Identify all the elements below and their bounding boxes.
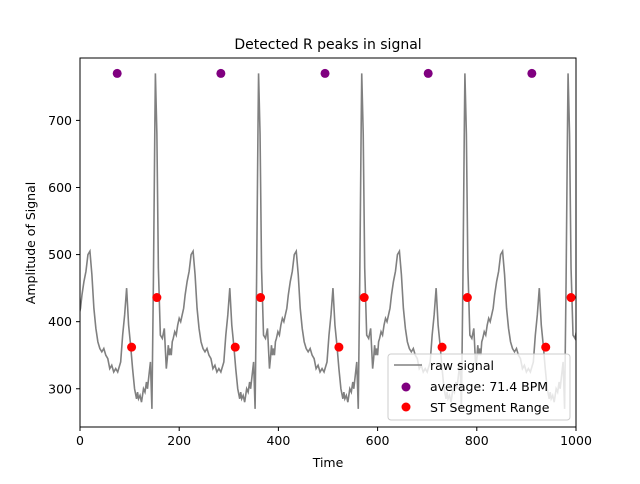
- x-tick-label: 600: [366, 433, 390, 448]
- st-segment-point: [334, 342, 344, 352]
- st-segment-point: [541, 342, 551, 352]
- axes: 0 200 400 600 800 1000 300 400 500 600 700: [48, 57, 592, 448]
- legend-st-segment-label: ST Segment Range: [430, 400, 550, 415]
- r-peak-point: [320, 68, 330, 78]
- legend-bpm-label: average: 71.4 BPM: [430, 379, 548, 394]
- x-tick-label: 400: [266, 433, 290, 448]
- r-peak-point: [216, 68, 226, 78]
- x-tick-label: 800: [465, 433, 489, 448]
- legend-box: [387, 353, 571, 421]
- x-axis-label: Time: [312, 455, 344, 470]
- y-tick-label: 700: [48, 113, 72, 128]
- y-tick-label: 600: [48, 180, 72, 195]
- y-axis-label: Amplitude of Signal: [23, 182, 38, 304]
- legend-bpm-swatch: [401, 382, 411, 392]
- st-segment-point: [127, 342, 137, 352]
- x-tick-label: 200: [167, 433, 191, 448]
- r-peak-point: [527, 68, 537, 78]
- st-segment-point: [230, 342, 240, 352]
- st-segment-point: [256, 293, 266, 303]
- legend-raw-signal-label: raw signal: [430, 358, 494, 373]
- st-segment-point: [462, 293, 472, 303]
- r-peak-point: [423, 68, 433, 78]
- st-segment-point: [152, 293, 162, 303]
- legend: raw signal average: 71.4 BPM ST Segment …: [387, 353, 571, 421]
- x-tick-label: 0: [76, 433, 84, 448]
- legend-st-segment-swatch: [401, 402, 411, 412]
- x-tick-label: 1000: [560, 433, 592, 448]
- plot-frame: [79, 57, 577, 428]
- y-tick-label: 500: [48, 247, 72, 262]
- st-segment-point: [566, 293, 576, 303]
- chart-title: Detected R peaks in signal: [234, 37, 421, 53]
- y-tick-label: 400: [48, 314, 72, 329]
- st-segment-point: [437, 342, 447, 352]
- r-peak-point: [112, 68, 122, 78]
- st-segment-point: [359, 293, 369, 303]
- y-tick-label: 300: [48, 381, 72, 396]
